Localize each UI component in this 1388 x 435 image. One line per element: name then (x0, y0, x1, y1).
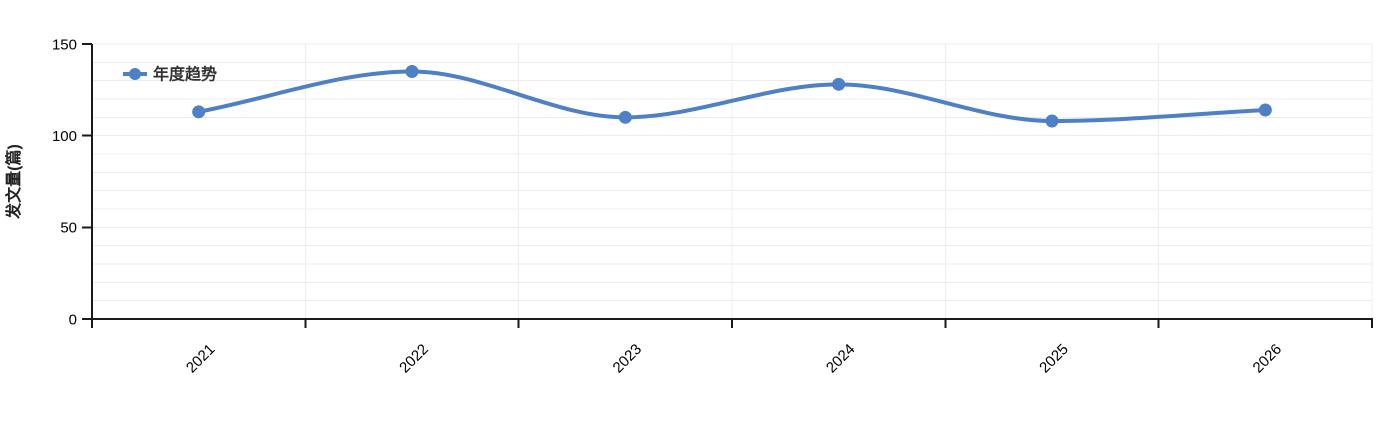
y-axis-title: 发文量(篇) (4, 144, 23, 220)
y-axis: 0 50 100 150 (52, 36, 92, 328)
gridlines (92, 43, 1373, 319)
legend-marker-icon (129, 68, 141, 80)
y-tick-label: 150 (52, 36, 77, 53)
x-tick-label: 2022 (396, 341, 432, 377)
x-tick-label: 2021 (183, 341, 219, 377)
data-point-2026[interactable] (1258, 103, 1272, 117)
trend-line (196, 69, 1268, 123)
data-point-2024[interactable] (832, 77, 846, 91)
legend[interactable]: 年度趋势 (123, 65, 217, 84)
x-tick-label: 2023 (610, 341, 646, 377)
data-point-2025[interactable] (1045, 114, 1059, 128)
y-tick-label: 50 (60, 220, 77, 237)
data-points (192, 65, 1272, 128)
x-tick-label: 2025 (1036, 341, 1072, 377)
data-point-2021[interactable] (192, 105, 206, 119)
data-point-2023[interactable] (618, 110, 632, 124)
x-tick-label: 2024 (823, 341, 859, 377)
y-tick-label: 0 (69, 311, 77, 328)
x-axis: 2021 2022 2023 2024 2025 2026 (91, 319, 1373, 377)
legend-label: 年度趋势 (153, 65, 217, 84)
data-point-2022[interactable] (405, 65, 419, 78)
x-tick-label: 2026 (1250, 341, 1286, 377)
y-tick-label: 100 (52, 128, 77, 145)
